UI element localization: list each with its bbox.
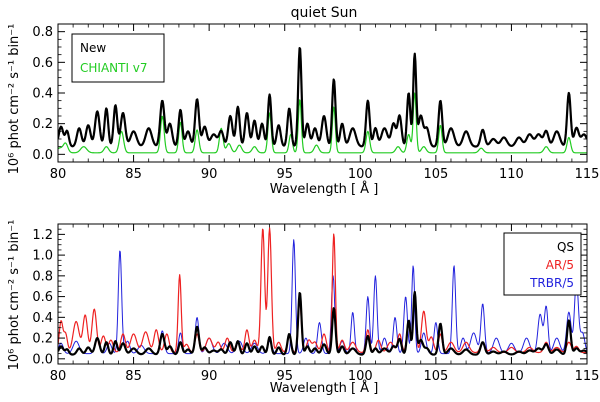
y-tick-label: 0.4 [32,311,53,326]
x-tick-label: 90 [201,167,218,182]
x-tick-label: 100 [348,167,373,182]
bottom-panel-xlabel: Wavelength [ Å ] [270,380,379,396]
y-tick-label: 0.2 [32,332,53,347]
x-tick-label: 110 [499,369,524,384]
y-tick-label: 1.2 [32,228,53,243]
series-line-new [58,47,587,148]
x-tick-label: 110 [499,167,524,182]
y-tick-label: 0.8 [32,269,53,284]
x-tick-label: 115 [575,369,600,384]
top-legend-entry-new: New [80,41,106,55]
bottom-panel-frame [57,223,588,365]
x-tick-label: 95 [276,167,293,182]
y-tick-label: 0.8 [32,25,53,40]
series-line-qs [58,290,587,356]
top-panel-title: quiet Sun [291,5,358,21]
series-line-chianti [58,92,587,154]
top-panel: quiet Sun Wavelength [ Å ] 10⁶ phot cm⁻²… [7,5,599,197]
bottom-legend-entry-qs: QS [557,240,574,254]
x-tick-label: 95 [276,369,293,384]
y-tick-label: 0.0 [32,352,53,367]
x-tick-label: 80 [50,369,67,384]
y-tick-label: 0.2 [32,117,53,132]
x-tick-label: 85 [125,167,142,182]
bottom-legend-entry-trbr: TRBR/5 [529,276,574,290]
bottom-panel: Wavelength [ Å ] 10⁶ phot cm⁻² s⁻¹ bin⁻¹… [7,220,599,396]
x-tick-label: 80 [50,167,67,182]
x-tick-label: 115 [575,167,600,182]
x-tick-label: 105 [423,369,448,384]
x-tick-label: 100 [348,369,373,384]
top-panel-plot-area [58,47,587,154]
top-panel-ylabel: 10⁶ phot cm⁻² s⁻¹ bin⁻¹ [7,24,22,175]
top-panel-ticks: 80 85 90 95 100 105 110 115 0.0 0.2 0.4 0.6 0.8 [32,24,599,182]
top-panel-xlabel: Wavelength [ Å ] [270,181,379,197]
y-tick-label: 0.6 [32,290,53,305]
y-tick-label: 1.0 [32,249,53,264]
bottom-panel-ylabel: 10⁶ phot cm⁻² s⁻¹ bin⁻¹ [7,220,22,371]
top-panel-legend: New CHIANTI v7 [71,33,165,83]
y-tick-label: 0.4 [32,87,53,102]
top-panel-frame [57,23,588,163]
y-tick-label: 0.0 [32,148,53,163]
bottom-legend-entry-ar: AR/5 [546,258,574,272]
bottom-panel-legend: QS AR/5 TRBR/5 [503,232,582,296]
top-legend-box [71,33,165,83]
y-tick-label: 0.6 [32,56,53,71]
top-legend-entry-chianti: CHIANTI v7 [80,61,148,75]
bottom-panel-plot-area [58,227,587,356]
x-tick-label: 105 [423,167,448,182]
x-tick-label: 90 [201,369,218,384]
x-tick-label: 85 [125,369,142,384]
series-line-ar [58,227,587,354]
bottom-legend-box [503,232,582,296]
